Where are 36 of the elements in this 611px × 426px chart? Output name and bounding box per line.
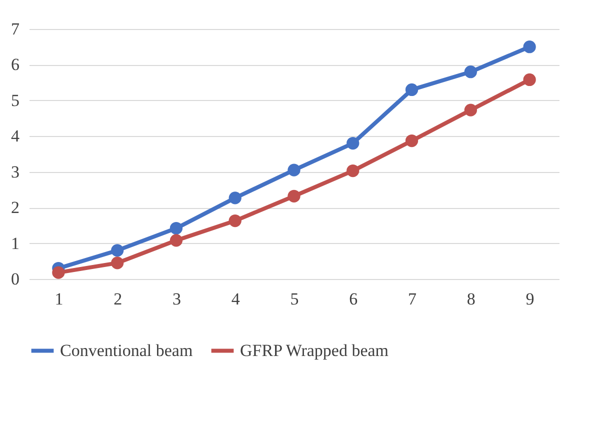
x-tick-label: 7 <box>408 290 418 308</box>
point <box>464 104 477 116</box>
point <box>288 190 300 202</box>
point <box>523 73 536 86</box>
point <box>405 83 418 96</box>
y-tick-label: 1 <box>11 234 20 253</box>
x-tick-label: 3 <box>172 290 181 308</box>
y-tick-label: 3 <box>11 162 20 182</box>
y-tick-label: 6 <box>11 55 20 74</box>
point <box>346 136 360 150</box>
point <box>405 134 418 148</box>
point <box>346 164 360 178</box>
point <box>111 244 124 257</box>
x-tick-label: 6 <box>349 290 358 308</box>
y-tick-label: 7 <box>11 20 20 38</box>
x-tick-label: 4 <box>231 290 240 308</box>
point <box>464 66 477 78</box>
point <box>228 192 242 204</box>
x-tick-label: 5 <box>290 290 299 308</box>
point <box>170 222 183 235</box>
y-tick-label: 5 <box>11 90 20 110</box>
point <box>111 256 124 270</box>
x-tick-label: 1 <box>54 290 64 308</box>
x-tick-label: 9 <box>526 290 534 308</box>
x-tick-label: 2 <box>114 290 122 308</box>
y-tick-label: 4 <box>11 126 20 146</box>
x-tick-label: 8 <box>466 290 476 308</box>
y-tick-label: 2 <box>11 198 20 218</box>
point <box>52 266 65 279</box>
legend-label: Conventional beam <box>60 340 193 360</box>
legend-label: GFRP Wrapped beam <box>240 340 389 360</box>
point <box>170 234 183 247</box>
point <box>523 40 536 54</box>
point <box>288 164 300 176</box>
y-tick-label: 0 <box>11 270 20 288</box>
point <box>228 214 242 228</box>
